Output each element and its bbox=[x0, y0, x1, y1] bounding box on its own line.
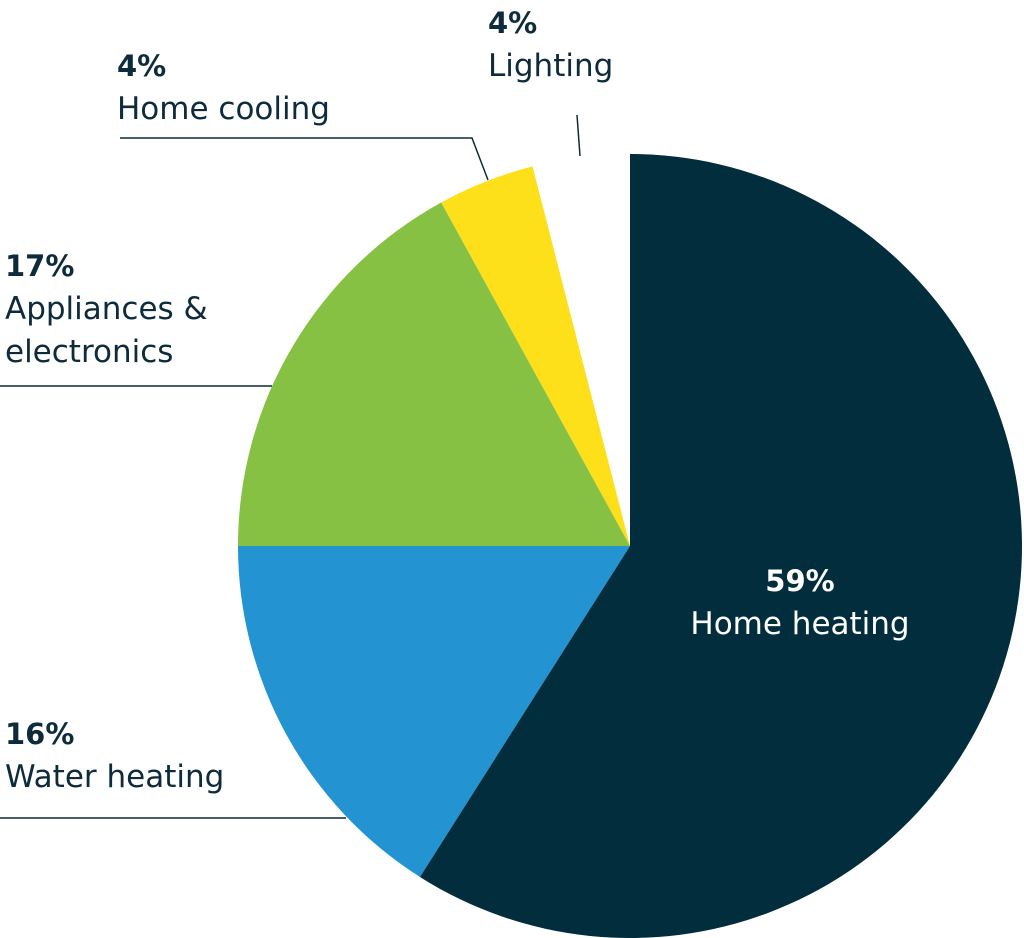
value-label: 4% bbox=[117, 49, 167, 83]
pie-slice bbox=[532, 154, 630, 546]
value-label: 16% bbox=[5, 717, 75, 751]
value-label: 17% bbox=[5, 249, 75, 283]
category-label: Home cooling bbox=[117, 91, 330, 127]
category-label: Water heating bbox=[5, 759, 225, 795]
slice-label: 17% Appliances & electronics bbox=[5, 245, 255, 374]
slice-label: 4% Home cooling bbox=[117, 45, 437, 131]
category-label: Appliances & electronics bbox=[5, 291, 208, 370]
value-label: 4% bbox=[488, 6, 538, 40]
slice-label: 16% Water heating bbox=[5, 713, 325, 799]
value-label: 59% bbox=[765, 564, 835, 598]
pie-slice bbox=[419, 154, 1022, 938]
pie-slice bbox=[238, 546, 630, 877]
leader-line bbox=[576, 114, 581, 157]
category-label: Home heating bbox=[690, 606, 910, 642]
leader-line bbox=[120, 137, 489, 181]
pie-slice bbox=[441, 166, 630, 546]
category-label: Lighting bbox=[488, 48, 614, 84]
slice-label: 59% Home heating bbox=[640, 560, 960, 646]
slice-label: 4% Lighting bbox=[488, 2, 688, 88]
pie-slice bbox=[238, 202, 630, 546]
